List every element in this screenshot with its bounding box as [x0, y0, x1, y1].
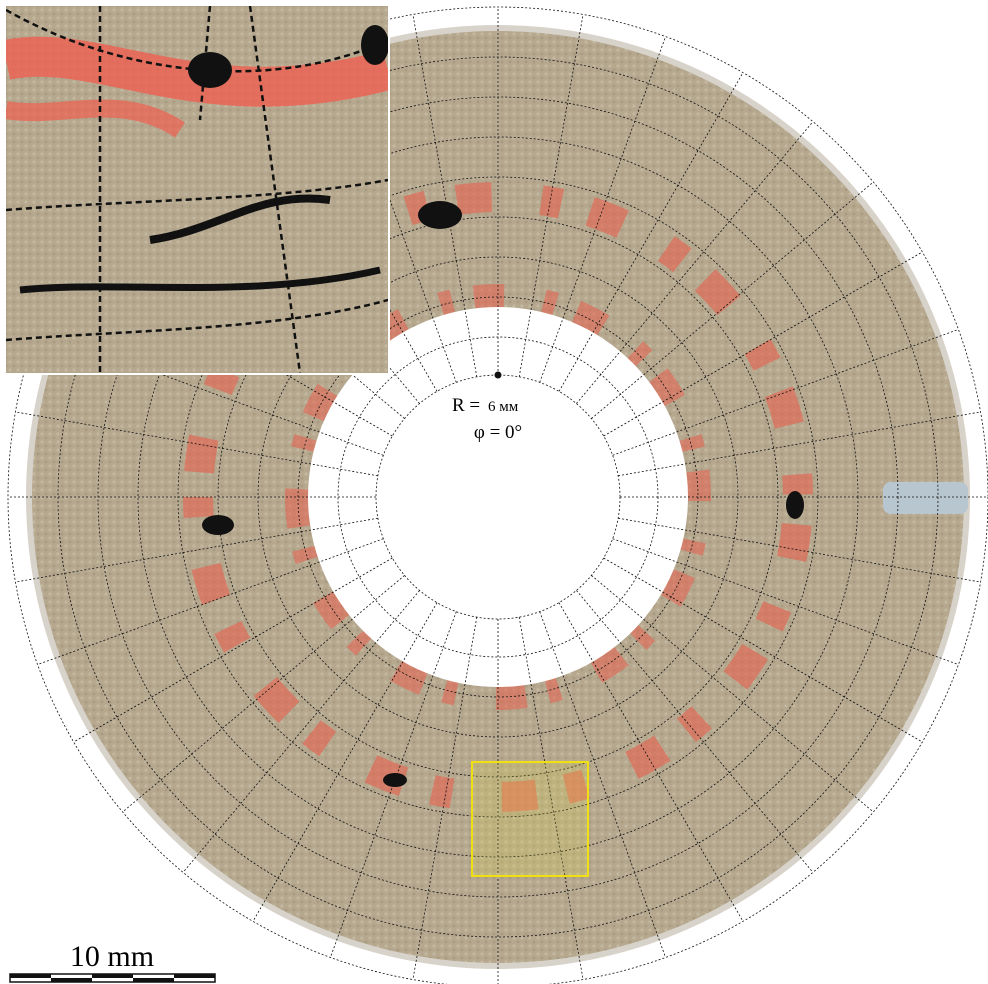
radius-value: 6 мм — [488, 399, 519, 415]
origin-marker — [495, 372, 502, 379]
scale-bar: 10 mm — [10, 940, 215, 982]
inset — [4, 4, 390, 375]
angle-label: φ = 0° — [474, 422, 522, 443]
radius-label: R = — [452, 395, 480, 416]
micrograph: R = 6 мм φ = 0° 10 mm — [0, 0, 988, 984]
zoom-region — [472, 762, 588, 876]
scale-label: 10 mm — [70, 940, 154, 973]
